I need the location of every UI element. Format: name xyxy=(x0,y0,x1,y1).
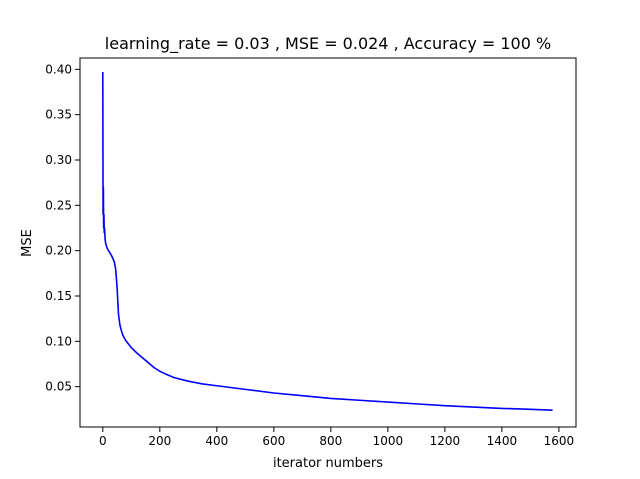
x-tick-label: 400 xyxy=(205,434,228,448)
y-tick-label: 0.15 xyxy=(45,289,72,303)
x-tick-label: 600 xyxy=(262,434,285,448)
x-tick-label: 1000 xyxy=(373,434,404,448)
chart-title: learning_rate = 0.03 , MSE = 0.024 , Acc… xyxy=(105,34,551,54)
plot-frame xyxy=(79,57,577,428)
y-tick-label: 0.25 xyxy=(45,198,72,212)
y-tick-label: 0.10 xyxy=(45,334,72,348)
y-tick-label: 0.35 xyxy=(45,108,72,122)
y-tick-label: 0.05 xyxy=(45,380,72,394)
x-tick-label: 0 xyxy=(99,434,107,448)
x-tick-label: 800 xyxy=(319,434,342,448)
y-tick-label: 0.40 xyxy=(45,62,72,76)
mse-series-line xyxy=(102,72,553,412)
x-axis-label: iterator numbers xyxy=(273,456,383,471)
x-tick-label: 1200 xyxy=(430,434,461,448)
y-tick-label: 0.20 xyxy=(45,244,72,258)
x-tick-label: 1600 xyxy=(544,434,575,448)
x-tick-label: 1400 xyxy=(487,434,518,448)
y-tick-label: 0.30 xyxy=(45,153,72,167)
y-axis-label: MSE xyxy=(20,229,35,257)
x-tick-label: 200 xyxy=(148,434,171,448)
